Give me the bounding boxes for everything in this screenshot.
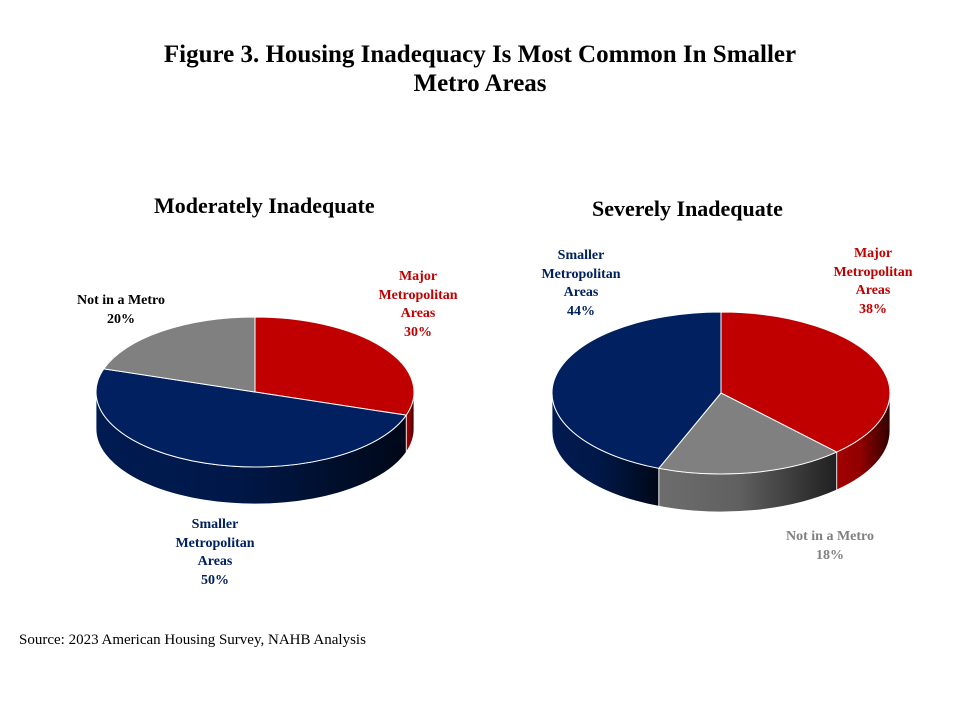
pie-slice-not-in-a-metro	[657, 392, 838, 475]
pie-slice-major-metropolitan-areas	[720, 311, 891, 453]
moderate-not-in-metro-label: Not in a Metro 20%	[77, 293, 165, 327]
severe-major-metro-label: Major Metropolitan Areas 38%	[833, 246, 913, 317]
moderate-major-metro-label: Major Metropolitan Areas 30%	[378, 269, 458, 340]
figure-title-line-2: Metro Areas	[413, 70, 547, 97]
severe-not-in-metro-label: Not in a Metro 18%	[786, 529, 874, 563]
source-note: Source: 2023 American Housing Survey, NA…	[19, 632, 366, 648]
severely-inadequate-chart-title: Severely Inadequate	[592, 196, 783, 221]
pie-slice-major-metropolitan-areas	[254, 316, 415, 416]
pie-slice-smaller-metropolitan-areas	[551, 311, 722, 469]
pie-chart-severely-inadequate	[551, 311, 891, 513]
figure-title-line-1: Figure 3. Housing Inadequacy Is Most Com…	[163, 41, 797, 68]
pie-slice-not-in-a-metro	[102, 316, 256, 393]
figure-title: Figure 3. Housing Inadequacy Is Most Com…	[80, 40, 880, 98]
pie-slice-smaller-metropolitan-areas	[95, 368, 408, 468]
moderately-inadequate-chart-title: Moderately Inadequate	[154, 193, 375, 218]
pie-chart-moderately-inadequate	[95, 316, 415, 505]
moderate-smaller-metro-label: Smaller Metropolitan Areas 50%	[175, 517, 255, 588]
severe-smaller-metro-label: Smaller Metropolitan Areas 44%	[541, 248, 621, 319]
